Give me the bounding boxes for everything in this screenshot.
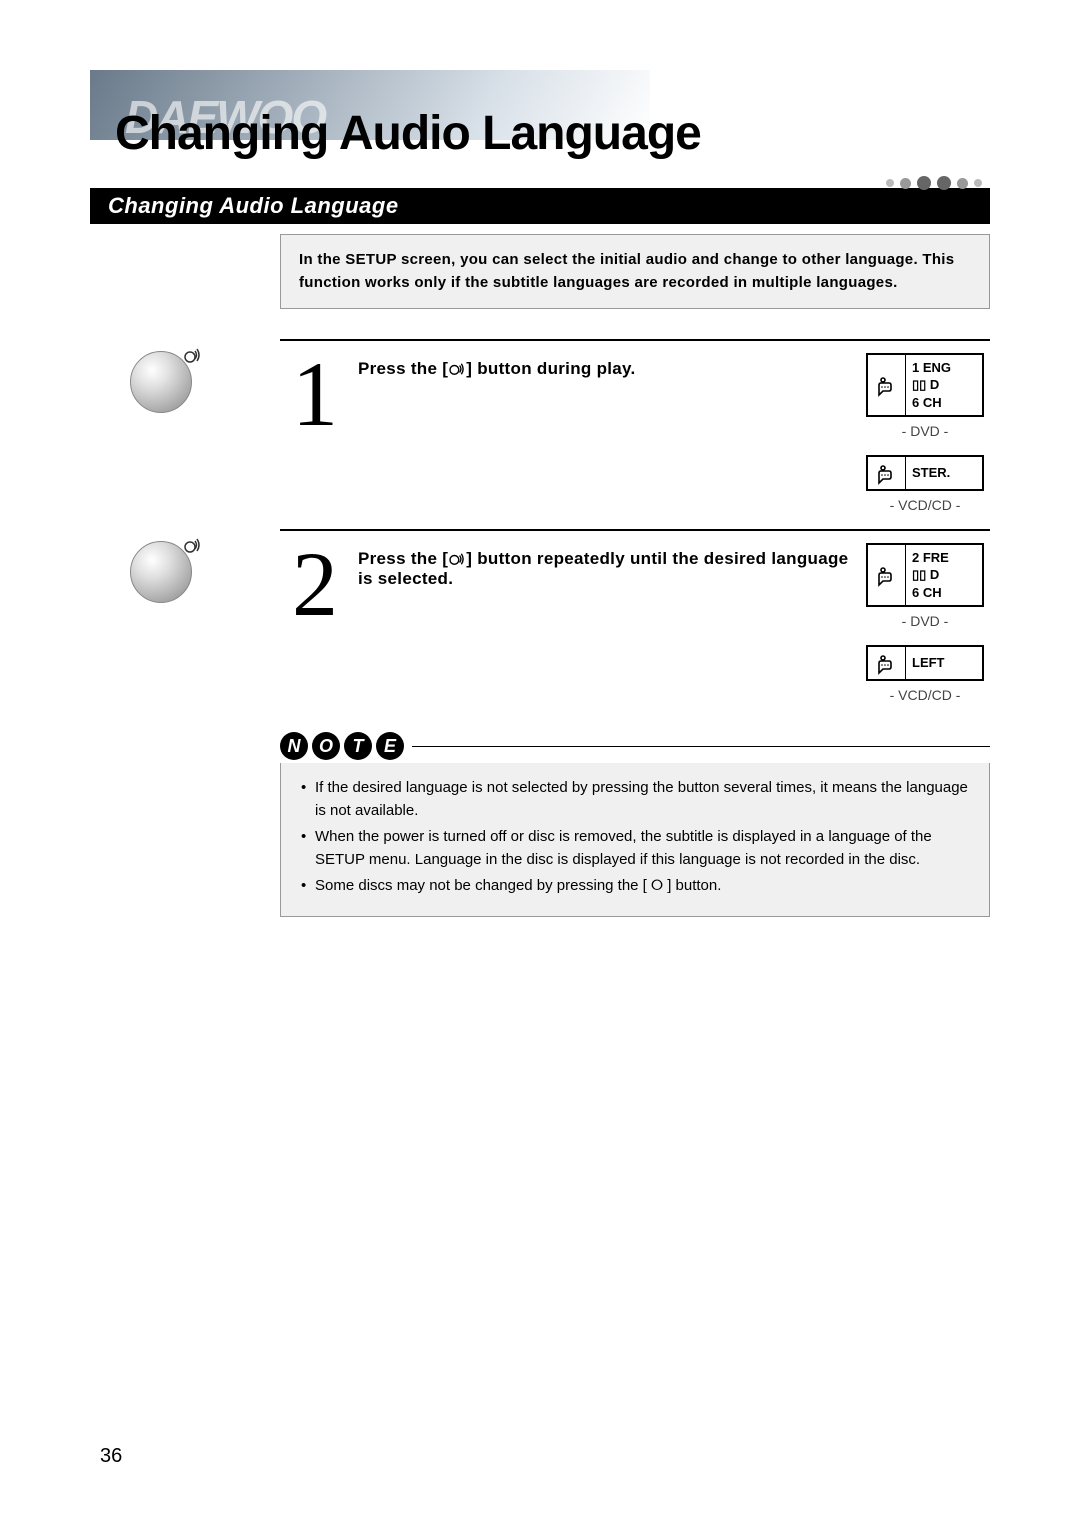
- osd-column: 1 ENG ▯▯ D 6 CH - DVD -: [860, 353, 990, 523]
- note-body: If the desired language is not selected …: [280, 763, 990, 917]
- header-banner: DAEWOO Changing Audio Language: [90, 70, 990, 180]
- osd-box-dvd: 2 FRE ▯▯ D 6 CH: [866, 543, 984, 607]
- osd-line: 1 ENG: [912, 359, 982, 377]
- step-number: 1: [280, 353, 350, 436]
- osd-line: 6 CH: [912, 584, 982, 602]
- osd-caption: - DVD -: [902, 613, 949, 629]
- osd-caption: - DVD -: [902, 423, 949, 439]
- osd-line: ▯▯ D: [912, 566, 982, 584]
- note-section: N O T E If the desired language is not s…: [280, 729, 990, 917]
- section-bar: Changing Audio Language: [90, 188, 990, 224]
- page-title: Changing Audio Language: [115, 106, 701, 161]
- osd-line: 2 FRE: [912, 549, 982, 567]
- note-item: If the desired language is not selected …: [297, 777, 973, 822]
- step-text: Press the [] button during play.: [358, 353, 860, 379]
- osd-box-dvd: 1 ENG ▯▯ D 6 CH: [866, 353, 984, 417]
- osd-caption: - VCD/CD -: [890, 687, 961, 703]
- decorative-dots: [886, 176, 982, 190]
- step-2: 2 Press the [] button repeatedly until t…: [280, 529, 990, 719]
- osd-line: ▯▯ D: [912, 376, 982, 394]
- audio-icon: [182, 535, 202, 555]
- osd-box-vcd: STER.: [866, 455, 984, 491]
- note-item: When the power is turned off or disc is …: [297, 826, 973, 871]
- osd-line: LEFT: [912, 654, 982, 672]
- osd-box-vcd: LEFT: [866, 645, 984, 681]
- step-text: Press the [] button repeatedly until the…: [358, 543, 860, 589]
- step-1: 1 Press the [] button during play. 1 ENG: [280, 339, 990, 529]
- step-number: 2: [280, 543, 350, 626]
- remote-button-icon: [130, 351, 196, 417]
- page-number: 36: [100, 1445, 122, 1468]
- osd-column: 2 FRE ▯▯ D 6 CH - DVD -: [860, 543, 990, 713]
- speech-bubble-icon: [875, 461, 899, 485]
- note-item: Some discs may not be changed by pressin…: [297, 875, 973, 898]
- note-letter: O: [312, 732, 340, 760]
- note-letter: E: [376, 732, 404, 760]
- speech-bubble-icon: [875, 651, 899, 675]
- note-letter: T: [344, 732, 372, 760]
- osd-line: 6 CH: [912, 394, 982, 412]
- note-letter: N: [280, 732, 308, 760]
- section-title: Changing Audio Language: [108, 193, 399, 219]
- osd-caption: - VCD/CD -: [890, 497, 961, 513]
- osd-line: STER.: [912, 464, 982, 482]
- intro-box: In the SETUP screen, you can select the …: [280, 234, 990, 309]
- audio-icon: [182, 345, 202, 365]
- audio-icon: [448, 552, 466, 566]
- note-header: N O T E: [280, 729, 990, 763]
- speech-bubble-icon: [875, 373, 899, 397]
- remote-button-icon: [130, 541, 196, 607]
- audio-icon: [448, 362, 466, 376]
- speech-bubble-icon: [875, 563, 899, 587]
